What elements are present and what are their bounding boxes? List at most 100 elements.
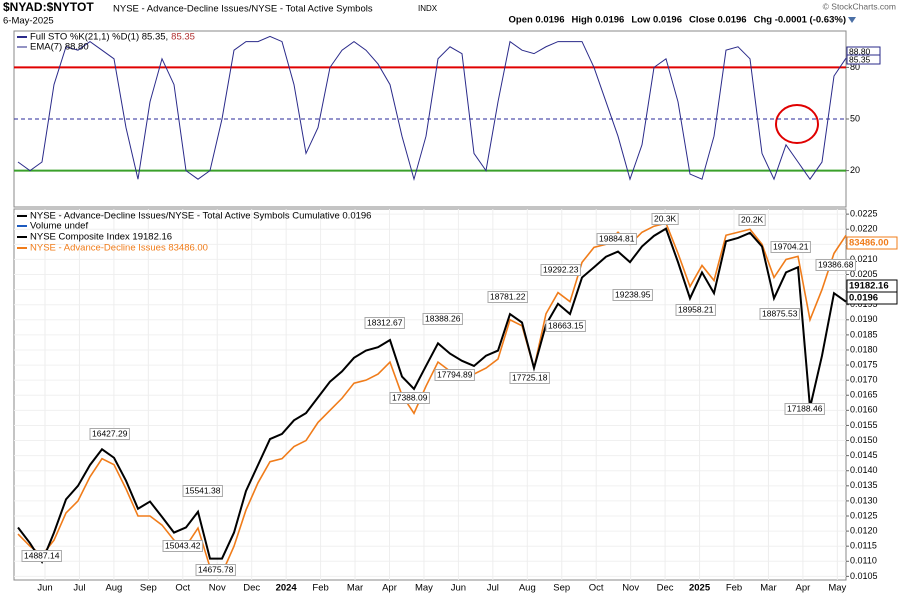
- annotation-box: [651, 213, 679, 225]
- price-annotation: 19292.23: [540, 264, 581, 276]
- annotation-label: 14675.78: [198, 564, 234, 574]
- x-tick-label: Sep: [140, 583, 157, 594]
- price-annotation: 19704.21: [770, 241, 811, 253]
- x-tick-label: 2025: [689, 583, 711, 594]
- series-line: [17, 227, 847, 565]
- x-tick-label: May: [828, 583, 846, 594]
- annotation-label: 15043.42: [165, 540, 201, 550]
- annotation-label: 17388.09: [392, 392, 428, 402]
- annotation-box: [364, 317, 405, 329]
- y-tick-label: 0.0105: [850, 571, 878, 581]
- annotation-box: [434, 369, 475, 381]
- value-tag: [846, 291, 898, 305]
- credit: © StockCharts.com: [823, 1, 896, 11]
- annotation-box: [738, 214, 766, 226]
- y-tick-label: 0.0170: [850, 375, 878, 385]
- legend-label: Full STO %K(21,1) %D(1) 85.35,: [30, 32, 168, 43]
- x-tick-label: Jul: [73, 583, 85, 594]
- annotation-box: [675, 304, 716, 316]
- annotation-box: [815, 259, 856, 271]
- legend-label: NYSE - Advance-Decline Issues/NYSE - Tot…: [30, 211, 371, 222]
- annotation-box: [21, 550, 62, 562]
- annotation-label: 19884.81: [599, 233, 635, 243]
- price-annotation: 19884.81: [596, 233, 637, 245]
- x-tick-label: May: [415, 583, 433, 594]
- y-tick-label: 0.0175: [850, 359, 878, 369]
- price-annotation: 17188.46: [784, 403, 825, 415]
- x-tick-label: Nov: [209, 583, 226, 594]
- x-tick-label: Mar: [760, 583, 776, 594]
- symbol: $NYAD:$NYTOT: [3, 0, 94, 14]
- x-tick-label: Dec: [243, 583, 260, 594]
- price-annotation: 17388.09: [389, 392, 430, 404]
- highlight-circle: [775, 104, 819, 144]
- annotation-label: 16427.29: [92, 428, 128, 438]
- annotation-label: 19386.68: [818, 259, 854, 269]
- y-tick-label: 0.0145: [850, 450, 878, 460]
- price-annotation: 16427.29: [89, 428, 130, 440]
- annotation-box: [540, 264, 581, 276]
- menu-arrow: [848, 17, 856, 23]
- annotation-label: 14887.14: [24, 550, 60, 560]
- annotation-label: 19238.95: [615, 289, 651, 299]
- value-tag-label: 88.80: [849, 46, 871, 56]
- x-tick-label: Aug: [105, 583, 122, 594]
- y-tick-label: 50: [850, 113, 860, 123]
- y-tick-label: 0.0225: [850, 209, 878, 219]
- quote: Close 0.0196: [689, 15, 747, 26]
- y-tick-label: 80: [850, 62, 860, 72]
- annotation-box: [89, 428, 130, 440]
- x-tick-label: Feb: [312, 583, 328, 594]
- x-tick-label: Oct: [175, 583, 190, 594]
- value-tag-label: 19182.16: [849, 281, 889, 292]
- price-annotation: 15043.42: [162, 540, 203, 552]
- y-tick-label: 0.0120: [850, 525, 878, 535]
- price-annotation: 18388.26: [422, 313, 463, 325]
- price-annotation: 17725.18: [509, 372, 550, 384]
- legend-label: NYSE - Advance-Decline Issues 83486.00: [30, 243, 208, 254]
- price-annotation: 18663.15: [545, 320, 586, 332]
- x-tick-label: Oct: [589, 583, 604, 594]
- legend-label: NYSE Composite Index 19182.16: [30, 232, 172, 243]
- y-tick-label: 0.0110: [850, 556, 877, 566]
- bottom-panel: [13, 208, 847, 581]
- annotation-box: [545, 320, 586, 332]
- price-annotation: 18875.53: [759, 308, 800, 320]
- price-annotation: 19386.68: [815, 259, 856, 271]
- annotation-label: 19704.21: [773, 241, 809, 251]
- annotation-box: [195, 564, 236, 576]
- y-tick-label: 0.0115: [850, 541, 877, 551]
- x-tick-label: 2024: [276, 583, 298, 594]
- x-tick-label: Nov: [622, 583, 639, 594]
- y-tick-label: 0.0210: [850, 254, 878, 264]
- y-tick-label: 0.0180: [850, 344, 878, 354]
- annotation-box: [759, 308, 800, 320]
- legend-label: 85.35: [171, 32, 195, 43]
- annotation-label: 18312.67: [367, 317, 403, 327]
- annotation-label: 17188.46: [787, 403, 823, 413]
- annotation-box: [509, 372, 550, 384]
- quote: Chg -0.0001 (-0.63%): [754, 15, 846, 26]
- value-tag-label: 85.35: [849, 54, 871, 64]
- value-tag-label: 83486.00: [849, 238, 889, 249]
- x-tick-label: Feb: [726, 583, 742, 594]
- annotation-label: 15541.38: [185, 485, 221, 495]
- annotation-box: [612, 289, 653, 301]
- x-tick-label: Jun: [37, 583, 52, 594]
- annotation-box: [596, 233, 637, 245]
- price-annotation: 14675.78: [195, 564, 236, 576]
- annotation-box: [784, 403, 825, 415]
- x-tick-label: Sep: [553, 583, 570, 594]
- annotation-label: 20.2K: [741, 214, 764, 224]
- y-tick-label: 20: [850, 165, 860, 175]
- value-tag: [846, 236, 898, 250]
- y-tick-label: 0.0165: [850, 390, 878, 400]
- annotation-box: [182, 485, 223, 497]
- x-tick-label: Mar: [347, 583, 363, 594]
- price-annotation: 15541.38: [182, 485, 223, 497]
- date: 6-May-2025: [3, 16, 54, 27]
- annotation-label: 17725.18: [512, 372, 548, 382]
- annotation-label: 20.3K: [654, 213, 677, 223]
- quote: Low 0.0196: [631, 15, 682, 26]
